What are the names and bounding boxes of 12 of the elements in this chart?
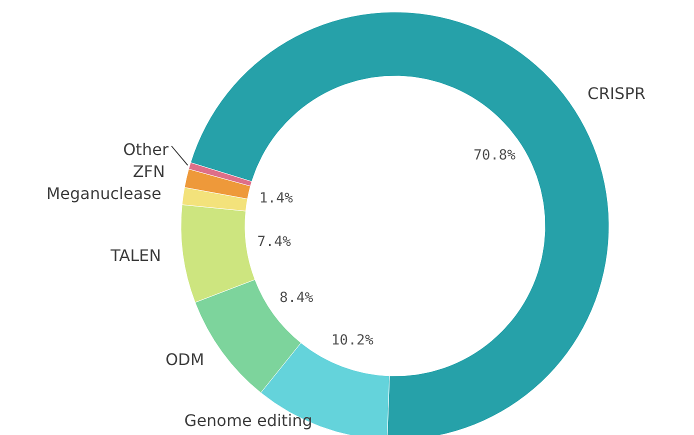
slice-label: Meganuclease	[46, 184, 162, 204]
slice-label: ODM	[165, 350, 204, 370]
slice-label: ZFN	[132, 162, 165, 182]
slice-label: Other	[123, 140, 169, 160]
data-label: 70.8%	[473, 147, 516, 164]
slice-label: TALEN	[110, 246, 162, 266]
data-label: 7.4%	[257, 234, 292, 250]
data-label: 8.4%	[280, 290, 314, 306]
data-label: 1.4%	[259, 190, 294, 207]
slice-label: CRISPR	[588, 84, 646, 104]
slice-label: Genome editing	[184, 411, 312, 430]
data-label: 10.2%	[331, 332, 374, 348]
